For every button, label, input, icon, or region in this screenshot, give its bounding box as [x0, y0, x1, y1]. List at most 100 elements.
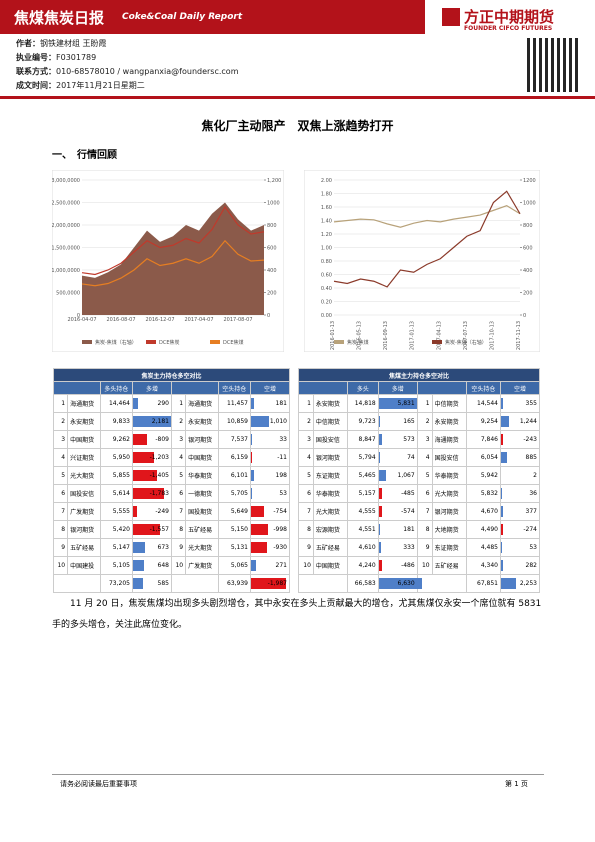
y2-tick-label: 200: [523, 291, 533, 297]
long-position: 5,465: [347, 466, 379, 485]
table-title-row: 焦煤主力持仓多空对比: [298, 368, 540, 382]
table-row: 5 光大期货 5,855 -1,405 5 华泰期货 6,101 198: [52, 466, 290, 485]
change-bar: [132, 542, 145, 553]
rank: 6: [52, 484, 69, 503]
table-title: 焦煤主力持仓多空对比: [298, 368, 540, 382]
broker: 广发期货: [67, 502, 101, 521]
change-value: 2,253: [519, 580, 537, 587]
change-bar: [378, 524, 380, 535]
legend-label: 焦炭/焦煤: [347, 339, 369, 346]
change-bar: [251, 542, 268, 553]
broker: 五矿经易: [67, 538, 101, 557]
long-position: 9,833: [99, 412, 133, 431]
logo-en: FOUNDER CIFCO FUTURES: [464, 25, 553, 32]
info-label: 作者：: [16, 39, 40, 48]
change-value: -1,203: [149, 454, 169, 461]
short-position: 5,131: [217, 538, 252, 557]
broker: 银河期货: [431, 502, 467, 521]
broker: 光大期货: [185, 538, 219, 557]
y-tick-label: 0.80: [321, 259, 332, 265]
short-position: 4,670: [465, 502, 502, 521]
rank: 3: [170, 430, 187, 449]
rank: 2: [416, 412, 433, 431]
x-tick-label: 2016-08-07: [106, 317, 135, 323]
change-cell: 333: [377, 538, 418, 557]
rank: 7: [52, 502, 69, 521]
change-value: -274: [523, 526, 537, 533]
logo-text: 方正中期期货: [464, 8, 555, 26]
rank: 9: [170, 538, 187, 557]
change-bar: [378, 398, 417, 409]
short-position: 4,485: [465, 538, 502, 557]
broker: 中国期货: [312, 556, 349, 575]
change-cell: 1,244: [500, 412, 540, 431]
broker: 中国期货: [185, 448, 219, 467]
info-label: 成文时间：: [16, 81, 56, 90]
change-cell: -998: [250, 520, 290, 539]
change-cell: 36: [500, 484, 540, 503]
legend-swatch: [146, 340, 156, 344]
paragraph: 11 月 20 日，焦炭焦煤均出现多头剧烈增仓，其中永安在多头上贡献最大的增仓，…: [52, 599, 542, 630]
change-bar: [378, 542, 381, 553]
change-bar: [251, 578, 286, 589]
short-position: 5,832: [465, 484, 502, 503]
change-cell: -249: [131, 502, 172, 521]
table-row: 10 中国期货 4,240 -486 10 五矿经易 4,340 282: [298, 556, 540, 575]
long-position: 5,420: [99, 520, 133, 539]
footer-line: [52, 774, 544, 775]
info-line: 成文时间：2017年11月21日星期二: [16, 80, 145, 91]
change-bar: [132, 470, 158, 481]
long-position: 4,240: [347, 556, 379, 575]
broker: 国投安信: [431, 448, 467, 467]
rank: 10: [52, 556, 69, 575]
footer-note: 请务必阅读最后重要事项: [60, 780, 137, 788]
y-tick-label: 500,0000: [56, 291, 80, 297]
change-bar: [251, 398, 255, 409]
rank: 3: [416, 430, 433, 449]
broker: 永安期货: [312, 394, 349, 413]
table-row: 7 光大期货 4,555 -574 7 银河期货 4,670 377: [298, 502, 540, 521]
table-row: 9 五矿经易 4,610 333 9 东证期货 4,485 53: [298, 538, 540, 557]
rank: 9: [52, 538, 69, 557]
broker: 银河期货: [67, 520, 101, 539]
line: [81, 205, 265, 276]
broker: 华泰期货: [185, 466, 219, 485]
change-value: 165: [403, 418, 415, 425]
short-position: 5,705: [217, 484, 252, 503]
legend-swatch: [210, 340, 220, 344]
rank: 6: [298, 484, 314, 503]
legend-swatch: [82, 340, 92, 344]
change-cell: -754: [250, 502, 290, 521]
long-position: 4,551: [347, 520, 379, 539]
change-value: 2: [533, 472, 537, 479]
change-cell: 2: [500, 466, 540, 485]
change-value: 271: [275, 562, 287, 569]
divider: [0, 96, 595, 99]
x-tick-label: 2016-12-07: [145, 317, 174, 323]
change-value: -930: [273, 544, 287, 551]
rank: 10: [416, 556, 433, 575]
short-position: 7,537: [217, 430, 252, 449]
broker: 一德期货: [185, 484, 219, 503]
table-row: 2 中信期货 9,723 165 2 永安期货 9,254 1,244: [298, 412, 540, 431]
header-cell: 多增: [131, 381, 172, 395]
change-cell: -1,203: [131, 448, 172, 467]
rank: 5: [298, 466, 314, 485]
change-cell: 6,630: [377, 574, 422, 593]
total-long: 73,205: [99, 574, 133, 593]
change-bar: [132, 524, 161, 535]
change-value: 5,831: [397, 400, 415, 407]
info-line: 联系方式：010-68578010 / wangpanxia@foundersc…: [16, 66, 239, 77]
rank: 2: [52, 412, 69, 431]
broker: 华泰期货: [312, 484, 349, 503]
rank: 9: [298, 538, 314, 557]
rank: 7: [170, 502, 187, 521]
change-cell: 165: [377, 412, 418, 431]
change-bar: [132, 506, 138, 517]
change-bar: [251, 506, 265, 517]
y-tick-label: 3,000,0000: [52, 178, 80, 184]
change-value: -1,557: [149, 526, 169, 533]
change-cell: 2,253: [500, 574, 540, 593]
y2-tick-label: 0: [267, 313, 270, 319]
